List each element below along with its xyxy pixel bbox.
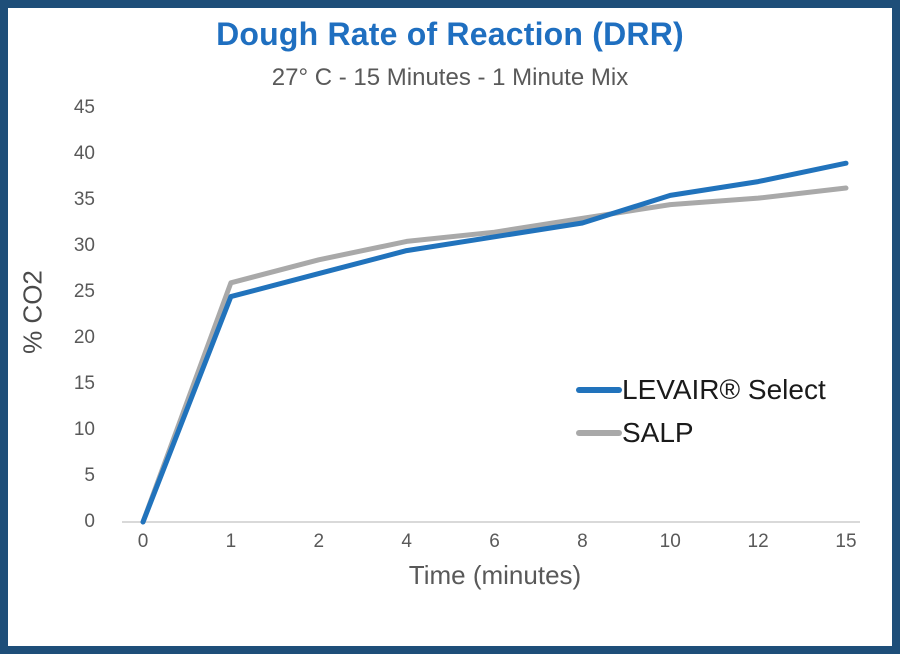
x-tick-label: 2 [313, 531, 325, 552]
x-tick-label: 10 [659, 531, 681, 552]
legend-item-levair-select: LEVAIR® Select [576, 368, 826, 411]
x-tick-label: 4 [401, 531, 412, 552]
x-axis-title: Time (minutes) [408, 560, 582, 590]
x-tick-label: 12 [747, 531, 769, 552]
y-tick-label: 10 [73, 419, 95, 440]
y-tick-label: 5 [84, 465, 95, 486]
series-line-salp [140, 185, 849, 525]
y-tick-label: 30 [73, 235, 95, 256]
legend-label-salp: SALP [622, 416, 694, 448]
legend-item-salp: SALP [576, 411, 826, 454]
y-tick-label: 15 [73, 373, 95, 394]
x-tick-label: 8 [577, 531, 588, 552]
x-tick-label: 15 [835, 531, 857, 552]
legend-label-levair-select: LEVAIR® Select [622, 373, 826, 405]
series-line-levair-select [140, 160, 849, 525]
x-tick-label: 1 [225, 531, 237, 552]
y-tick-label: 20 [73, 327, 95, 348]
legend: LEVAIR® Select SALP [576, 368, 826, 454]
y-tick-label: 25 [73, 281, 95, 302]
x-tick-label: 6 [489, 531, 500, 552]
legend-marker-levair-select [576, 386, 622, 393]
y-tick-label: 0 [84, 511, 95, 532]
y-tick-label: 35 [73, 189, 95, 210]
legend-marker-salp [576, 429, 622, 436]
y-tick-label: 45 [73, 97, 95, 118]
chart-title: Dough Rate of Reaction (DRR) [216, 16, 684, 52]
y-tick-label: 40 [73, 143, 95, 164]
chart-subtitle: 27° C - 15 Minutes - 1 Minute Mix [271, 64, 629, 91]
x-tick-label: 0 [137, 531, 149, 552]
